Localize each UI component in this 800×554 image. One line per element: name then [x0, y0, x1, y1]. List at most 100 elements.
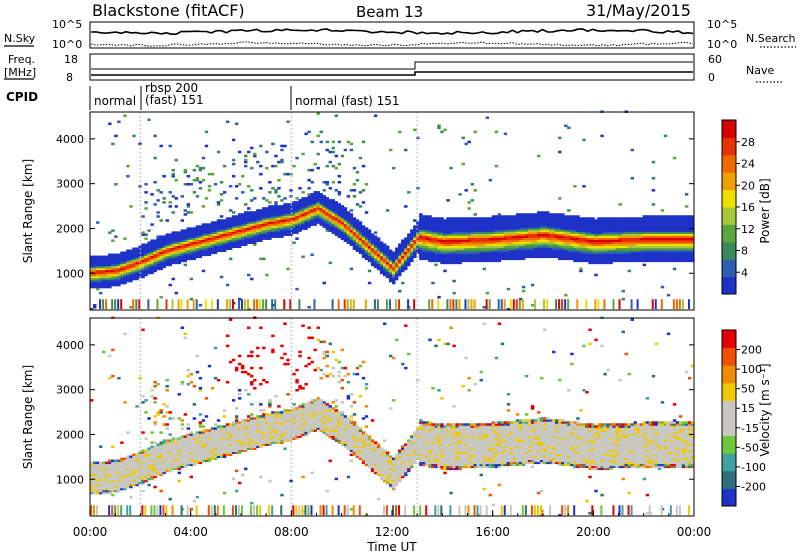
heatmap-cell: [231, 299, 234, 310]
heatmap-cell: [497, 237, 502, 240]
heatmap-cell: [467, 221, 471, 224]
heatmap-cell: [567, 219, 571, 222]
heatmap-cell: [666, 247, 671, 251]
heatmap-cell: [618, 237, 622, 240]
heatmap-cell: [274, 217, 278, 220]
heatmap-cell: [117, 265, 121, 269]
heatmap-cell: [503, 255, 508, 259]
heatmap-cell: [304, 213, 308, 216]
heatmap-cell: [500, 299, 503, 310]
heatmap-cell: [153, 397, 157, 400]
heatmap-cell: [509, 243, 514, 246]
heatmap-cell: [567, 215, 571, 218]
heatmap-cell: [443, 237, 447, 240]
heatmap-cell: [334, 205, 339, 208]
heatmap-cell: [576, 255, 580, 259]
heatmap-cell: [358, 191, 363, 194]
heatmap-cell: [234, 237, 239, 240]
heatmap-cell: [524, 213, 529, 216]
heatmap-cell: [352, 225, 357, 228]
heatmap-cell: [603, 227, 607, 230]
heatmap-cell: [515, 243, 520, 246]
heatmap-cell: [582, 185, 586, 188]
heatmap-cell: [192, 178, 197, 182]
heatmap-cell: [162, 235, 166, 238]
heatmap-cell: [512, 247, 517, 251]
heatmap-cell: [678, 217, 683, 220]
heatmap-cell: [213, 183, 218, 186]
heatmap-cell: [271, 207, 275, 210]
heatmap-cell: [576, 253, 580, 257]
heatmap-cell: [521, 251, 526, 255]
heatmap-cell: [147, 257, 151, 261]
heatmap-cell: [201, 229, 206, 232]
heatmap-cell: [533, 227, 538, 230]
heatmap-cell: [96, 481, 100, 485]
heatmap-cell: [147, 247, 151, 251]
heatmap-cell: [606, 249, 610, 253]
heatmap-cell: [195, 245, 200, 249]
heatmap-cell: [567, 239, 571, 242]
heatmap-cell: [147, 265, 151, 269]
heatmap-cell: [573, 219, 577, 222]
heatmap-cell: [567, 243, 571, 246]
heatmap-cell: [591, 225, 595, 228]
heatmap-cell: [561, 229, 565, 232]
heatmap-cell: [521, 223, 526, 226]
heatmap-cell: [539, 211, 544, 214]
heatmap-cell: [443, 269, 447, 273]
heatmap-cell: [171, 195, 175, 198]
heatmap-cell: [443, 239, 447, 242]
heatmap-cell: [129, 261, 133, 265]
heatmap-cell: [533, 223, 538, 226]
heatmap-cell: [144, 411, 148, 414]
heatmap-cell: [392, 275, 396, 279]
heatmap-cell: [325, 197, 329, 200]
heatmap-cell: [123, 114, 127, 117]
heatmap-cell: [141, 459, 145, 463]
heatmap-cell: [681, 243, 686, 246]
heatmap-cell: [660, 299, 663, 310]
heatmap-cell: [159, 191, 163, 194]
heatmap-cell: [105, 467, 109, 471]
heatmap-cell: [488, 219, 493, 222]
heatmap-cell: [470, 255, 474, 259]
heatmap-cell: [684, 219, 689, 222]
heatmap-cell: [521, 233, 526, 236]
heatmap-cell: [373, 253, 378, 257]
heatmap-cell: [621, 227, 625, 230]
heatmap-cell: [615, 217, 619, 220]
heatmap-cell: [111, 265, 115, 269]
heatmap-cell: [174, 255, 178, 259]
heatmap-cell: [630, 237, 634, 240]
heatmap-cell: [231, 245, 236, 249]
heatmap-cell: [497, 299, 500, 310]
heatmap-cell: [621, 221, 625, 224]
heatmap-cell: [102, 255, 106, 259]
heatmap-cell: [684, 247, 689, 251]
heatmap-cell: [99, 271, 103, 275]
heatmap-cell: [189, 459, 194, 463]
heatmap-cell: [379, 257, 384, 261]
heatmap-cell: [443, 249, 447, 253]
heatmap-cell: [292, 201, 296, 204]
heatmap-cell: [564, 245, 568, 249]
heatmap-cell: [177, 239, 181, 242]
cpid-segment-3: normal (fast) 151: [295, 94, 399, 108]
heatmap-cell: [304, 223, 308, 226]
heatmap-cell: [337, 213, 342, 216]
heatmap-cell: [675, 221, 680, 224]
heatmap-cell: [117, 267, 121, 271]
heatmap-cell: [497, 251, 502, 255]
heatmap-cell: [657, 219, 662, 222]
heatmap-cell: [93, 487, 97, 491]
heatmap-cell: [398, 263, 402, 267]
heatmap-cell: [648, 219, 653, 222]
heatmap-cell: [452, 249, 456, 253]
heatmap-cell: [509, 217, 514, 220]
heatmap-cell: [576, 227, 580, 230]
heatmap-cell: [162, 415, 166, 418]
heatmap-cell: [198, 253, 203, 257]
heatmap-cell: [642, 225, 647, 228]
heatmap-cell: [102, 257, 106, 261]
